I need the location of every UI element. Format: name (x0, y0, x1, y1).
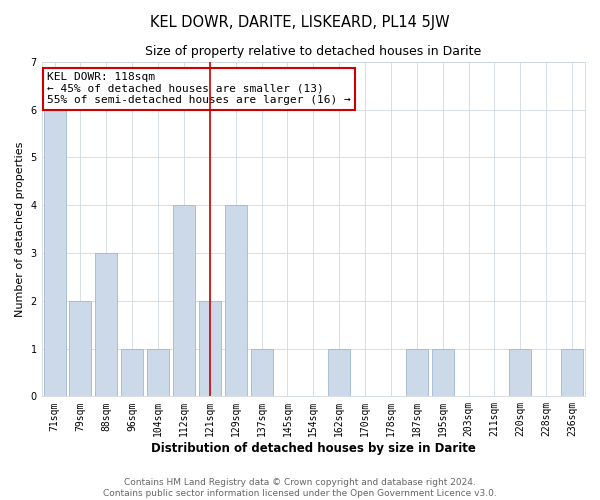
Bar (561, 348, 583, 397)
Title: Size of property relative to detached houses in Darite: Size of property relative to detached ho… (145, 45, 481, 58)
Bar (121, 348, 143, 397)
X-axis label: Distribution of detached houses by size in Darite: Distribution of detached houses by size … (151, 442, 476, 455)
Text: KEL DOWR: 118sqm
← 45% of detached houses are smaller (13)
55% of semi-detached : KEL DOWR: 118sqm ← 45% of detached house… (47, 72, 351, 105)
Bar (147, 348, 169, 397)
Text: Contains HM Land Registry data © Crown copyright and database right 2024.
Contai: Contains HM Land Registry data © Crown c… (103, 478, 497, 498)
Bar (199, 301, 221, 396)
Bar (509, 348, 532, 397)
Bar (432, 348, 454, 397)
Bar (173, 206, 195, 396)
Bar (406, 348, 428, 397)
Text: KEL DOWR, DARITE, LISKEARD, PL14 5JW: KEL DOWR, DARITE, LISKEARD, PL14 5JW (150, 15, 450, 30)
Bar (70, 301, 91, 396)
Bar (251, 348, 272, 397)
Bar (95, 253, 118, 396)
Y-axis label: Number of detached properties: Number of detached properties (15, 142, 25, 317)
Bar (328, 348, 350, 397)
Bar (225, 206, 247, 396)
Bar (44, 110, 65, 397)
